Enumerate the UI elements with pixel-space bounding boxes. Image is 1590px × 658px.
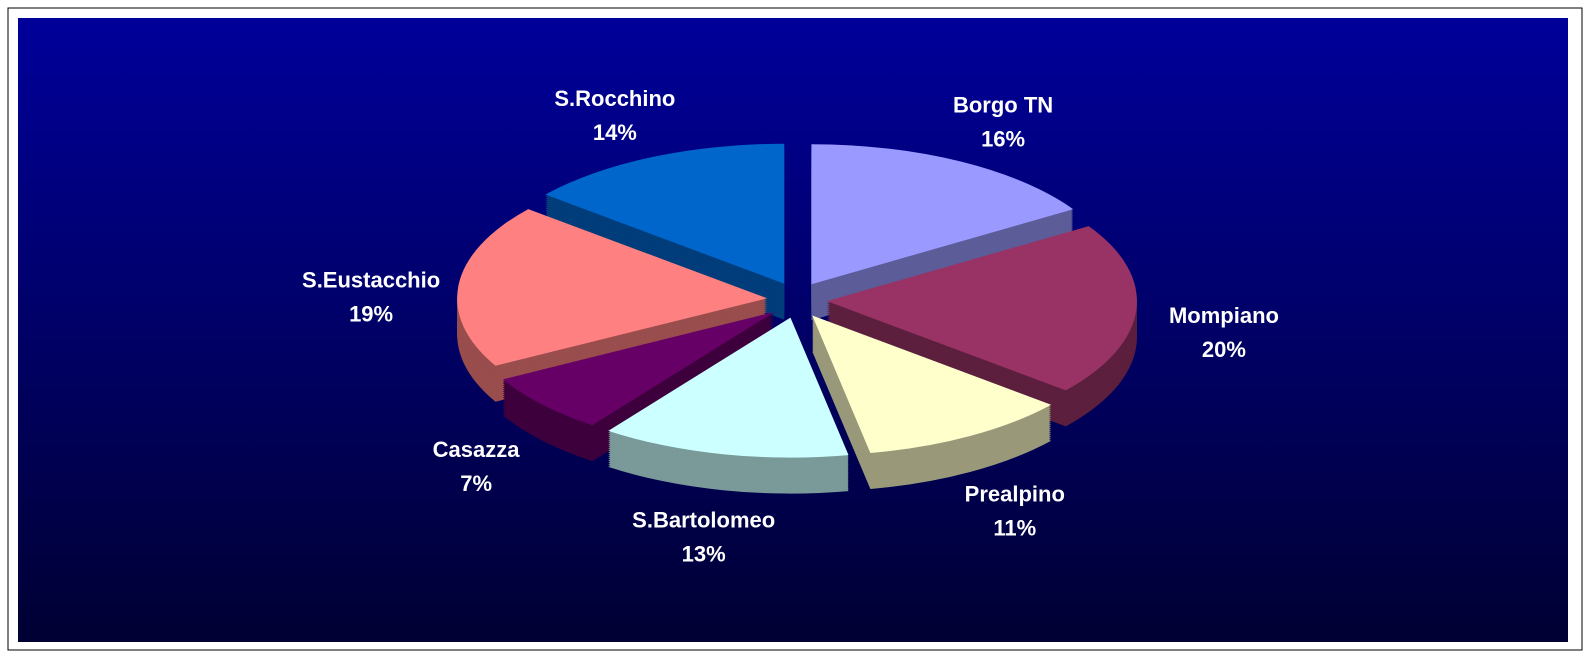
data-label-name: S.Rocchino: [554, 86, 675, 111]
slice: [457, 209, 768, 402]
data-label-value: 7%: [460, 471, 492, 496]
slice: [545, 143, 785, 320]
slice: [457, 209, 768, 366]
data-label-name: Mompiano: [1169, 303, 1279, 328]
data-label-name: S.Eustacchio: [302, 268, 440, 293]
slice: [502, 311, 775, 462]
data-label-value: 14%: [593, 120, 637, 145]
data-label-name: S.Bartolomeo: [632, 507, 775, 532]
data-label-value: 16%: [981, 127, 1025, 152]
data-label-name: Borgo TN: [953, 93, 1053, 118]
slice: [545, 143, 785, 284]
slice: [812, 315, 1052, 490]
slice: [812, 315, 1052, 454]
slice: [811, 144, 1074, 285]
data-label-value: 13%: [682, 541, 726, 566]
data-label-name: Prealpino: [965, 482, 1065, 507]
data-label-value: 11%: [993, 516, 1036, 541]
slice: [811, 144, 1074, 321]
slice: [608, 317, 849, 494]
data-label-value: 19%: [349, 302, 393, 327]
data-label-name: Casazza: [433, 437, 521, 462]
slice: [826, 226, 1137, 391]
slice: [608, 317, 849, 458]
data-label-value: 20%: [1202, 337, 1246, 362]
slice: [826, 226, 1137, 427]
slice: [502, 311, 775, 426]
